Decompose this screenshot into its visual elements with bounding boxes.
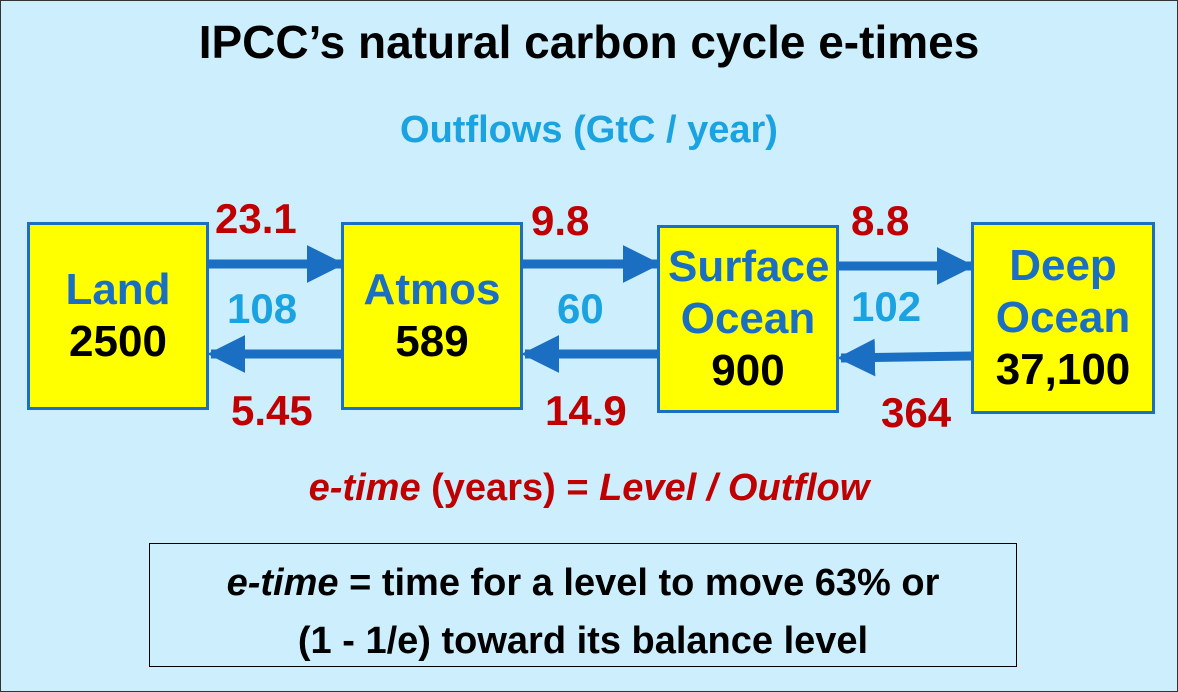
- definition-line-1-text: = time for a level to move 63% or: [338, 562, 940, 604]
- reservoir-atmos-level: 589: [395, 317, 469, 366]
- reservoir-deep-ocean-name: Deep Ocean: [995, 241, 1131, 343]
- reservoir-atmos: Atmos 589: [341, 222, 523, 410]
- definition-line-1: e-time = time for a level to move 63% or: [150, 554, 1016, 612]
- reservoir-surface-ocean: Surface Ocean 900: [657, 225, 839, 413]
- etime-definition-box: e-time = time for a level to move 63% or…: [149, 543, 1017, 667]
- etime-formula: e-time (years) = Level / Outflow: [1, 467, 1177, 510]
- diagram-title: IPCC’s natural carbon cycle e-times: [198, 16, 980, 68]
- flow-3-backward-etime: 364: [881, 389, 952, 436]
- reservoir-deep-ocean: Deep Ocean 37,100: [971, 222, 1155, 414]
- reservoir-surface-ocean-level: 900: [711, 345, 785, 395]
- definition-italic-term: e-time: [226, 562, 339, 604]
- reservoir-land-level: 2500: [69, 317, 167, 366]
- definition-line-2: (1 - 1/e) toward its balance level: [297, 620, 869, 662]
- flow-3-outflow: 102: [851, 283, 922, 330]
- flow-1-forward-etime: 23.1: [215, 195, 297, 242]
- flow-2-backward-etime: 14.9: [545, 387, 627, 434]
- reservoir-atmos-name: Atmos: [363, 265, 501, 315]
- outflows-subtitle: Outflows (GtC / year): [400, 109, 778, 151]
- reservoir-land: Land 2500: [27, 222, 209, 410]
- flow-1-outflow: 108: [227, 285, 298, 332]
- flow-3-forward-etime: 8.8: [851, 197, 910, 244]
- flow-1-backward-etime: 5.45: [231, 387, 313, 434]
- formula-rest: Level / Outflow: [599, 467, 870, 509]
- reservoir-land-name: Land: [65, 265, 171, 315]
- arrow-deep-to-surface: [837, 338, 972, 377]
- formula-italic-term: e-time: [308, 467, 421, 509]
- formula-middle: (years) =: [420, 467, 600, 509]
- reservoir-surface-ocean-name: Surface Ocean: [668, 242, 830, 344]
- flow-2-forward-etime: 9.8: [531, 197, 590, 244]
- reservoir-deep-ocean-level: 37,100: [995, 344, 1131, 394]
- flow-2-outflow: 60: [557, 285, 604, 332]
